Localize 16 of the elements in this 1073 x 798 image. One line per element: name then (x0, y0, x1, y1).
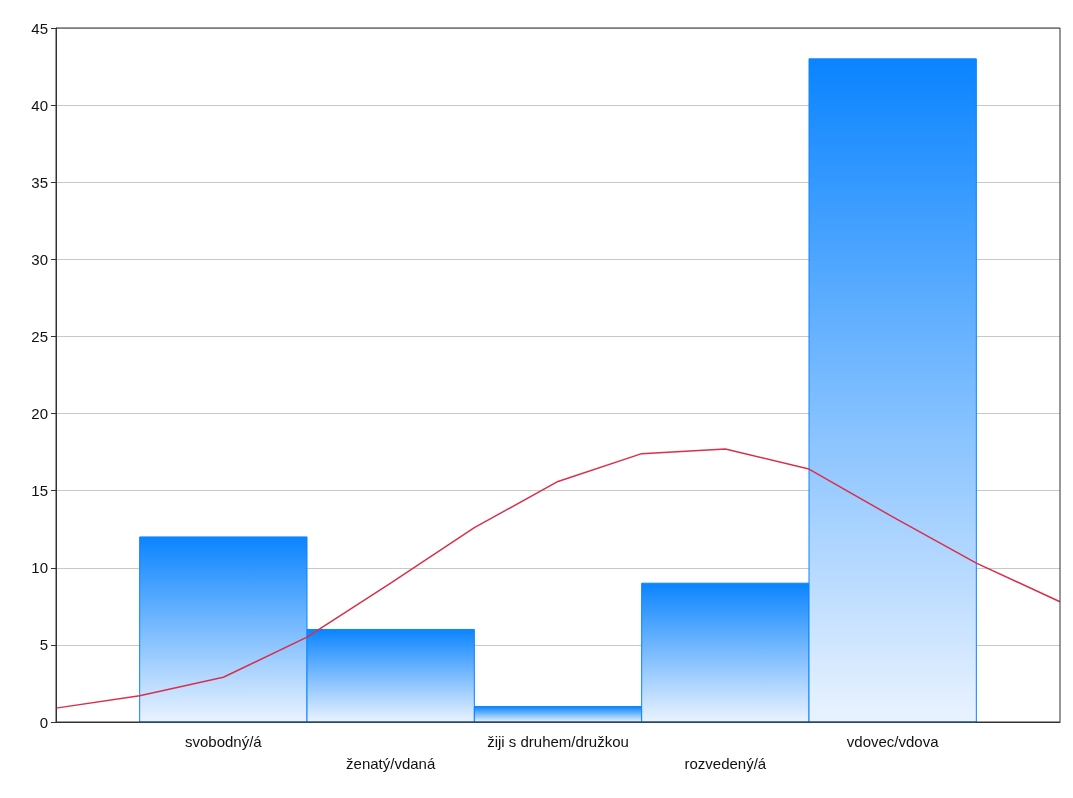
y-tick-label: 40 (31, 96, 48, 114)
x-tick-label: ženatý/vdaná (346, 754, 436, 772)
x-tick-label: vdovec/vdova (846, 732, 940, 750)
x-tick-label: svobodný/á (184, 732, 263, 750)
x-tick-label: rozvedený/á (684, 754, 767, 772)
x-tick-label: žiji s druhem/družkou (487, 732, 629, 750)
y-tick-label: 30 (31, 250, 48, 268)
y-tick-label: 35 (31, 173, 48, 191)
y-tick-label: 20 (31, 405, 48, 423)
y-tick-label: 5 (39, 636, 48, 654)
y-tick-label: 0 (39, 713, 48, 731)
y-tick-label: 45 (31, 19, 48, 37)
line-series (55, 448, 1061, 709)
y-tick-label: 25 (31, 327, 48, 345)
y-tick-label: 10 (31, 559, 48, 577)
y-tick-label: 15 (31, 482, 48, 500)
